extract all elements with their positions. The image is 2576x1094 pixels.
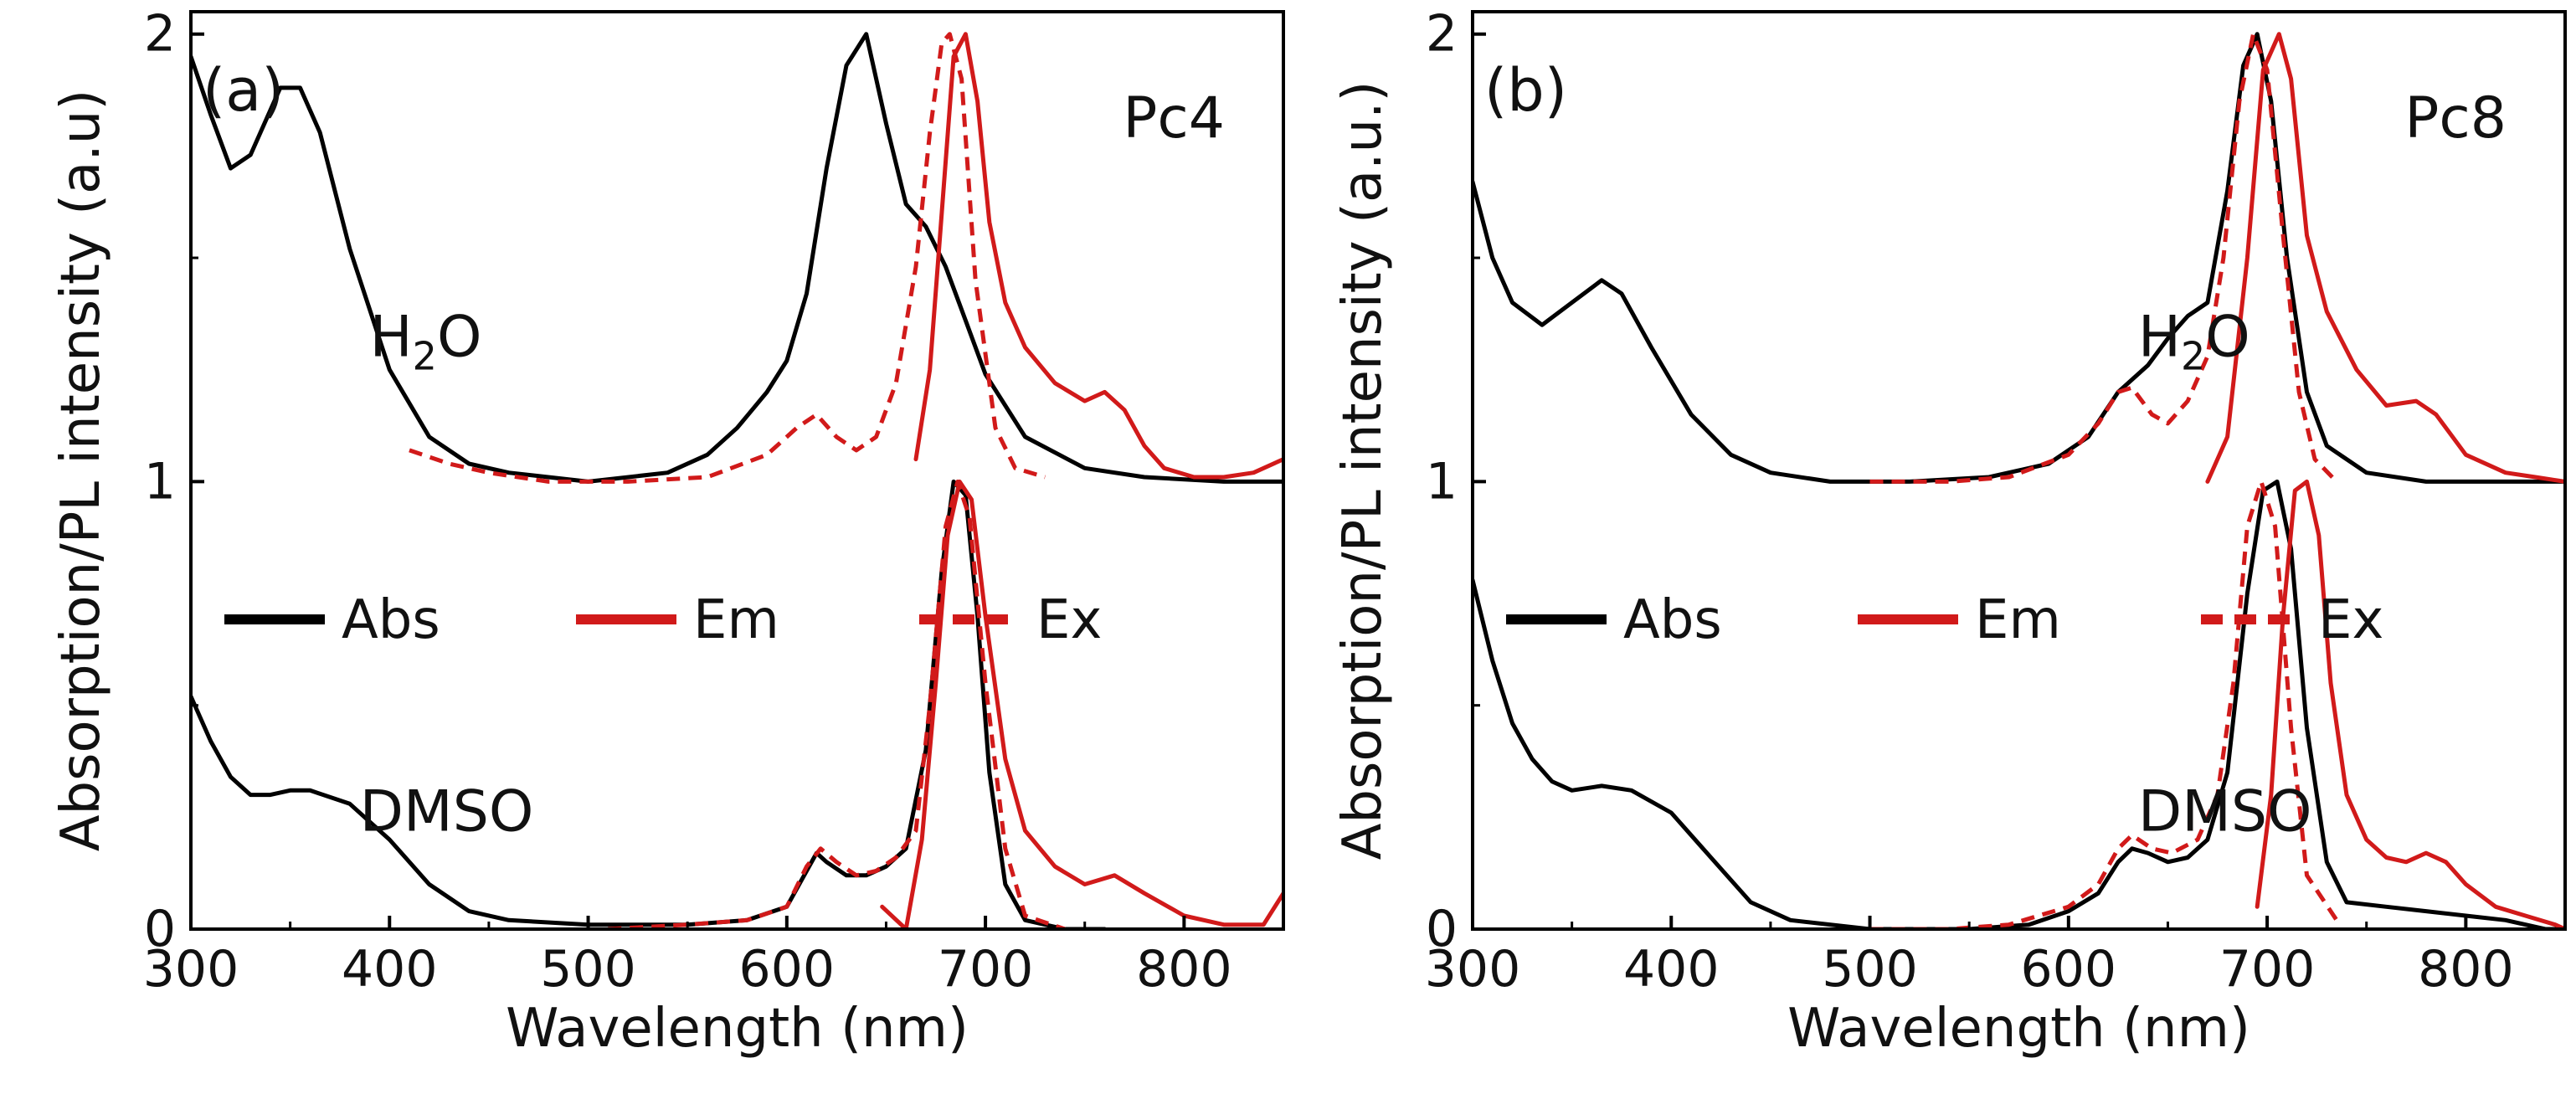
- y-axis-title: Absorption/PL intensity (a.u): [50, 90, 112, 851]
- panel-b: 300 400 500 600 700 800 0 1 2 Wavelength (nm) Abso…: [1332, 5, 2567, 1060]
- series-line-em-h2o: [2205, 32, 2565, 484]
- series-group: [1473, 32, 2565, 929]
- panel-label: (a): [203, 56, 285, 125]
- x-tick-label: 600: [739, 940, 836, 999]
- legend-label-ex: Ex: [1036, 589, 1102, 651]
- y-tick-label: 1: [144, 452, 176, 511]
- sample-label: Pc8: [2404, 85, 2507, 152]
- y-tick-label: 0: [144, 900, 176, 958]
- panel-label: (b): [1484, 56, 1567, 125]
- series-line-em-h2o: [913, 32, 1283, 480]
- x-tick-label: 500: [1822, 940, 1918, 999]
- x-tick-label: 400: [1623, 940, 1720, 999]
- plot-frame: [1471, 10, 2567, 931]
- y-tick-label: 1: [1426, 452, 1458, 511]
- x-tick-label: 300: [143, 940, 239, 999]
- y-tick-label: 2: [144, 5, 176, 64]
- legend-label-ex: Ex: [2318, 589, 2383, 651]
- series-line-ex-h2o: [409, 32, 1046, 484]
- solvent-label-dmso: DMSO: [2138, 778, 2312, 845]
- legend-label-abs: Abs: [1623, 589, 1722, 651]
- series-line-abs-h2o: [1473, 32, 2565, 484]
- solvent-label-h2o: H2O: [2138, 305, 2250, 379]
- y-axis-title: Absorption/PL intensity (a.u.): [1332, 81, 1394, 860]
- series-line-em-dmso: [2255, 479, 2565, 929]
- series-line-ex-dmso: [1869, 479, 2339, 929]
- x-tick-label: 600: [2021, 940, 2117, 999]
- sample-label: Pc4: [1123, 85, 1225, 152]
- plot-frame: [189, 10, 1285, 931]
- series-line-ex-h2o: [1869, 32, 2338, 484]
- x-tick-label: 700: [938, 940, 1034, 999]
- legend-label-em: Em: [693, 589, 779, 651]
- y-tick-label: 0: [1426, 900, 1458, 958]
- x-tick-label: 800: [2418, 940, 2514, 999]
- legend: Abs Em Ex: [224, 589, 1102, 651]
- x-tick-label: 800: [1136, 940, 1232, 999]
- x-tick-label: 500: [540, 940, 636, 999]
- legend-label-em: Em: [1975, 589, 2061, 651]
- series-line-abs-h2o: [191, 32, 1283, 484]
- y-tick-label: 2: [1426, 5, 1458, 64]
- x-tick-label: 300: [1425, 940, 1521, 999]
- series-line-em-dmso: [880, 479, 1283, 929]
- series-line-abs-dmso: [1473, 479, 2565, 929]
- legend: Abs Em Ex: [1506, 589, 2383, 651]
- panel-a: 300 400 500 600 700 800 0 1 2 Wavelength (nm) Abso…: [50, 5, 1285, 1060]
- series-group: [191, 32, 1283, 929]
- series-line-ex-dmso: [608, 479, 1066, 929]
- solvent-label-dmso: DMSO: [360, 778, 534, 845]
- x-tick-label: 400: [342, 940, 438, 999]
- x-axis-title: Wavelength (nm): [506, 998, 969, 1060]
- x-axis-title: Wavelength (nm): [1787, 998, 2250, 1060]
- x-tick-label: 700: [2219, 940, 2316, 999]
- legend-label-abs: Abs: [342, 589, 440, 651]
- solvent-label-h2o: H2O: [370, 305, 482, 379]
